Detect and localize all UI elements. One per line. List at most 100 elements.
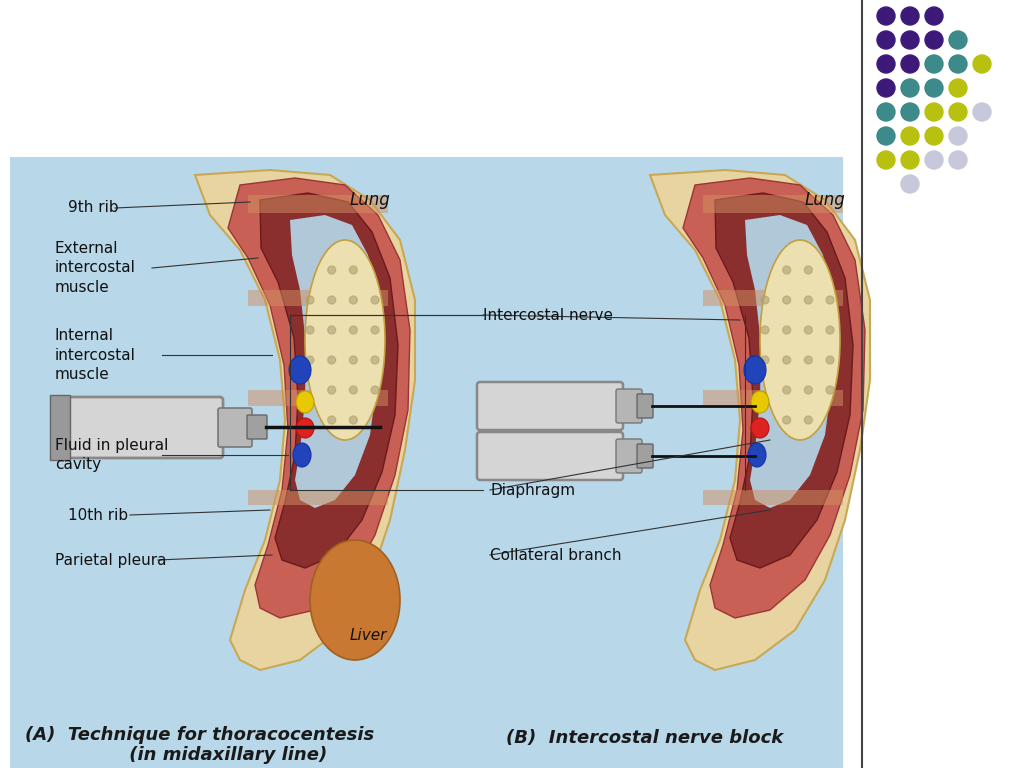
Circle shape xyxy=(782,266,791,274)
Ellipse shape xyxy=(748,443,766,467)
Text: Lung: Lung xyxy=(349,191,390,209)
Circle shape xyxy=(349,326,357,334)
Circle shape xyxy=(949,151,967,169)
Text: Internal
intercostal
muscle: Internal intercostal muscle xyxy=(55,328,136,382)
Circle shape xyxy=(328,326,336,334)
Circle shape xyxy=(925,127,943,145)
Circle shape xyxy=(877,79,895,97)
Bar xyxy=(248,195,388,213)
FancyBboxPatch shape xyxy=(477,432,623,480)
Text: Intercostal nerve: Intercostal nerve xyxy=(483,307,613,323)
Bar xyxy=(703,195,843,213)
Polygon shape xyxy=(715,193,853,568)
Bar xyxy=(50,395,70,460)
Polygon shape xyxy=(745,215,833,508)
Polygon shape xyxy=(650,170,870,670)
Circle shape xyxy=(349,266,357,274)
Circle shape xyxy=(328,356,336,364)
Circle shape xyxy=(371,296,379,304)
Circle shape xyxy=(901,127,919,145)
Circle shape xyxy=(901,7,919,25)
FancyBboxPatch shape xyxy=(637,444,653,468)
Circle shape xyxy=(826,386,834,394)
Ellipse shape xyxy=(760,240,840,440)
Circle shape xyxy=(949,103,967,121)
FancyBboxPatch shape xyxy=(616,439,642,473)
Text: Diaphragm: Diaphragm xyxy=(490,482,575,498)
Circle shape xyxy=(949,55,967,73)
Circle shape xyxy=(349,386,357,394)
Circle shape xyxy=(349,356,357,364)
FancyBboxPatch shape xyxy=(247,415,267,439)
FancyBboxPatch shape xyxy=(616,389,642,423)
Circle shape xyxy=(925,79,943,97)
Text: Fluid in pleural
cavity: Fluid in pleural cavity xyxy=(55,438,168,472)
Polygon shape xyxy=(683,178,865,618)
Circle shape xyxy=(901,31,919,49)
Circle shape xyxy=(901,103,919,121)
Circle shape xyxy=(804,356,812,364)
Ellipse shape xyxy=(289,356,311,384)
Bar xyxy=(248,390,388,406)
Circle shape xyxy=(901,151,919,169)
Ellipse shape xyxy=(310,540,400,660)
Ellipse shape xyxy=(296,418,314,438)
Circle shape xyxy=(782,296,791,304)
Text: External
intercostal
muscle: External intercostal muscle xyxy=(55,240,136,296)
Circle shape xyxy=(925,103,943,121)
Text: (A)  Technique for thoracocentesis
         (in midaxillary line): (A) Technique for thoracocentesis (in mi… xyxy=(26,726,375,764)
Circle shape xyxy=(371,356,379,364)
Circle shape xyxy=(349,416,357,424)
Circle shape xyxy=(804,386,812,394)
Circle shape xyxy=(901,79,919,97)
Polygon shape xyxy=(195,170,415,670)
Circle shape xyxy=(306,296,314,304)
Text: Lung: Lung xyxy=(805,191,846,209)
Circle shape xyxy=(349,296,357,304)
Circle shape xyxy=(925,7,943,25)
Circle shape xyxy=(782,326,791,334)
FancyBboxPatch shape xyxy=(218,408,252,447)
Polygon shape xyxy=(290,215,378,508)
Circle shape xyxy=(804,296,812,304)
Bar xyxy=(248,290,388,306)
Circle shape xyxy=(782,416,791,424)
Bar xyxy=(248,490,388,505)
Circle shape xyxy=(761,326,769,334)
Circle shape xyxy=(804,326,812,334)
Text: Liver: Liver xyxy=(349,627,387,643)
Circle shape xyxy=(328,296,336,304)
Bar xyxy=(703,490,843,505)
Circle shape xyxy=(826,296,834,304)
Circle shape xyxy=(804,266,812,274)
Text: (B)  Intercostal nerve block: (B) Intercostal nerve block xyxy=(507,729,783,747)
Circle shape xyxy=(826,356,834,364)
Circle shape xyxy=(782,356,791,364)
Text: 10th rib: 10th rib xyxy=(68,508,128,522)
Bar xyxy=(703,390,843,406)
Ellipse shape xyxy=(744,356,766,384)
Circle shape xyxy=(973,103,991,121)
Circle shape xyxy=(761,296,769,304)
Text: 9th rib: 9th rib xyxy=(68,200,119,216)
Circle shape xyxy=(877,31,895,49)
Circle shape xyxy=(877,103,895,121)
Ellipse shape xyxy=(751,418,769,438)
Circle shape xyxy=(973,55,991,73)
Circle shape xyxy=(877,151,895,169)
Circle shape xyxy=(877,7,895,25)
Circle shape xyxy=(371,386,379,394)
Circle shape xyxy=(925,31,943,49)
Circle shape xyxy=(782,386,791,394)
Polygon shape xyxy=(260,193,398,568)
Circle shape xyxy=(761,356,769,364)
Circle shape xyxy=(877,127,895,145)
Circle shape xyxy=(306,326,314,334)
Polygon shape xyxy=(228,178,410,618)
Ellipse shape xyxy=(305,240,385,440)
Circle shape xyxy=(371,326,379,334)
Circle shape xyxy=(877,55,895,73)
Circle shape xyxy=(949,79,967,97)
FancyBboxPatch shape xyxy=(637,394,653,418)
Circle shape xyxy=(901,175,919,193)
